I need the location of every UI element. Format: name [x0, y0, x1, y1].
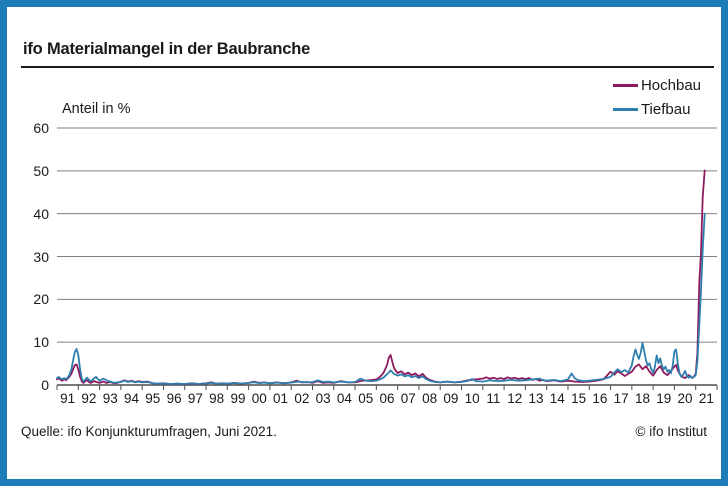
x-tick-label: 98 — [209, 391, 225, 406]
x-tick-label: 08 — [422, 391, 438, 406]
chart-title: ifo Materialmangel in der Baubranche — [23, 40, 311, 58]
x-tick-label: 96 — [166, 391, 182, 406]
legend-label-hochbau: Hochbau — [640, 77, 701, 94]
legend-label-tiefbau: Tiefbau — [640, 101, 691, 118]
title-rule-divider — [21, 66, 714, 68]
x-tick-label: 93 — [102, 391, 118, 406]
hochbau-line-swatch-icon — [612, 84, 638, 87]
y-axis-title: Anteil in % — [62, 101, 131, 117]
line-chart-plot-area — [56, 127, 718, 390]
x-tick-label: 10 — [464, 391, 480, 406]
x-tick-label: 12 — [507, 391, 523, 406]
copyright-note: © ifo Institut — [635, 424, 707, 439]
legend-item-hochbau: Hochbau — [612, 77, 701, 94]
x-tick-label: 95 — [145, 391, 161, 406]
y-tick-label: 40 — [33, 205, 49, 222]
y-tick-label: 20 — [33, 291, 49, 308]
x-tick-label: 20 — [677, 391, 693, 406]
x-tick-label: 91 — [60, 391, 76, 406]
x-tick-label: 01 — [273, 391, 289, 406]
x-tick-label: 11 — [486, 391, 501, 406]
x-tick-label: 18 — [634, 391, 650, 406]
y-tick-label: 0 — [41, 377, 49, 393]
x-tick-label: 92 — [81, 391, 97, 406]
x-tick-label: 04 — [336, 391, 352, 406]
x-tick-label: 07 — [400, 391, 416, 406]
series-line-tiefbau — [56, 212, 706, 385]
tiefbau-line-swatch-icon — [612, 108, 638, 111]
legend: Hochbau Tiefbau — [612, 77, 701, 118]
x-tick-label: 05 — [358, 391, 374, 406]
x-tick-label: 17 — [613, 391, 629, 406]
x-tick-label: 94 — [124, 391, 140, 406]
legend-item-tiefbau: Tiefbau — [612, 101, 701, 118]
x-tick-label: 19 — [656, 391, 672, 406]
x-tick-label: 00 — [251, 391, 267, 406]
x-tick-label: 03 — [315, 391, 331, 406]
y-tick-label: 50 — [33, 162, 49, 179]
source-note: Quelle: ifo Konjunkturumfragen, Juni 202… — [21, 424, 277, 439]
x-tick-label: 13 — [528, 391, 544, 406]
x-tick-label: 02 — [294, 391, 310, 406]
x-tick-label: 21 — [698, 391, 714, 406]
x-tick-label: 14 — [549, 391, 565, 406]
x-tick-label: 16 — [592, 391, 608, 406]
x-tick-label: 15 — [571, 391, 587, 406]
x-tick-label: 99 — [230, 391, 246, 406]
series-line-hochbau — [56, 169, 706, 386]
x-tick-label: 09 — [443, 391, 459, 406]
x-tick-label: 97 — [187, 391, 203, 406]
y-tick-label: 60 — [33, 120, 49, 136]
y-tick-label: 10 — [33, 334, 49, 351]
y-tick-label: 30 — [33, 248, 49, 265]
x-tick-label: 06 — [379, 391, 395, 406]
